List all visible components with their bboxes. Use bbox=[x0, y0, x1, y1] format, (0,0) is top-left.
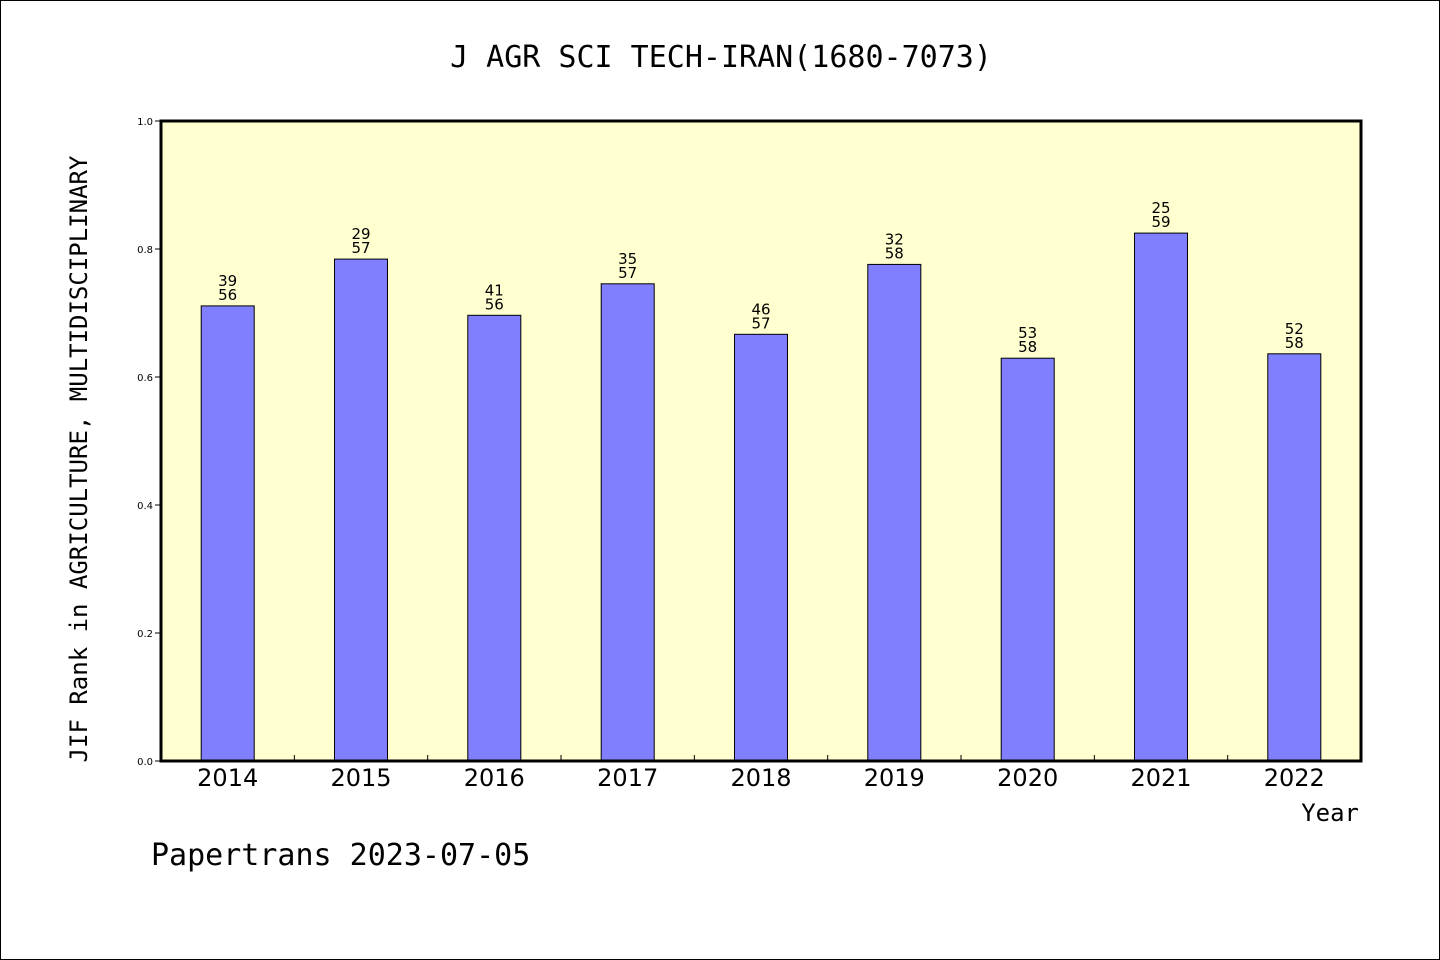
x-tick-label-2016: 2016 bbox=[464, 764, 525, 792]
bar-total-label-2017: 57 bbox=[618, 264, 637, 282]
bar-rank-label-2022: 52 bbox=[1285, 320, 1304, 338]
bar-total-label-2020: 58 bbox=[1018, 338, 1037, 356]
x-axis-label: Year bbox=[1301, 799, 1359, 827]
bar-rank-label-2017: 35 bbox=[618, 250, 637, 268]
chart-title: J AGR SCI TECH-IRAN(1680-7073) bbox=[450, 40, 992, 75]
bar-total-label-2021: 59 bbox=[1151, 213, 1170, 231]
x-tick-label-2019: 2019 bbox=[864, 764, 925, 792]
footer-watermark: Papertrans 2023-07-05 bbox=[151, 838, 530, 873]
bar-total-label-2015: 57 bbox=[351, 239, 370, 257]
bar-total-label-2018: 57 bbox=[751, 314, 770, 332]
y-tick-label-1: 0.2 bbox=[137, 629, 153, 640]
bar-2018 bbox=[734, 333, 788, 762]
bar-total-label-2019: 58 bbox=[885, 244, 904, 262]
x-tick-label-2022: 2022 bbox=[1264, 764, 1325, 792]
y-tick-label-2: 0.4 bbox=[137, 501, 153, 512]
x-tick-label-2014: 2014 bbox=[197, 764, 258, 792]
bar-rank-label-2020: 53 bbox=[1018, 324, 1037, 342]
bar-total-label-2016: 56 bbox=[485, 295, 504, 313]
y-tick-label-0: 0.0 bbox=[137, 757, 153, 768]
bar-2017 bbox=[600, 283, 655, 762]
bar-rank-label-2016: 41 bbox=[485, 281, 504, 299]
bar-2014 bbox=[200, 305, 255, 762]
bar-2019 bbox=[867, 263, 922, 762]
y-axis-label: JIF Rank in AGRICULTURE, MULTIDISCIPLINA… bbox=[65, 155, 93, 762]
bar-2022 bbox=[1267, 353, 1322, 762]
y-tick-label-4: 0.8 bbox=[137, 245, 153, 256]
x-tick-label-2015: 2015 bbox=[330, 764, 391, 792]
bar-2021 bbox=[1134, 232, 1188, 762]
bar-rank-label-2014: 39 bbox=[218, 272, 237, 290]
plot-border bbox=[159, 119, 1363, 763]
tick-group: 2014 2015 2016 2017 2018 2019 2020 2021 2022 0.0 0… bbox=[137, 117, 1325, 792]
x-tick-label-2018: 2018 bbox=[730, 764, 791, 792]
x-tick-label-2021: 2021 bbox=[1130, 764, 1191, 792]
x-tick-label-2020: 2020 bbox=[997, 764, 1058, 792]
bar-rank-label-2015: 29 bbox=[351, 225, 370, 243]
bar-total-label-2022: 58 bbox=[1285, 334, 1304, 352]
bar-2015 bbox=[334, 258, 388, 762]
y-tick-label-3: 0.6 bbox=[137, 373, 153, 384]
bar-rank-label-2021: 25 bbox=[1151, 199, 1170, 217]
y-tick-label-5: 1.0 bbox=[137, 117, 153, 128]
bar-2020 bbox=[1000, 357, 1055, 762]
bar-rank-label-2018: 46 bbox=[751, 300, 770, 318]
bar-2016 bbox=[467, 314, 522, 762]
bar-total-label-2014: 56 bbox=[218, 286, 237, 304]
bar-rank-label-2019: 32 bbox=[885, 230, 904, 248]
x-tick-label-2017: 2017 bbox=[597, 764, 658, 792]
